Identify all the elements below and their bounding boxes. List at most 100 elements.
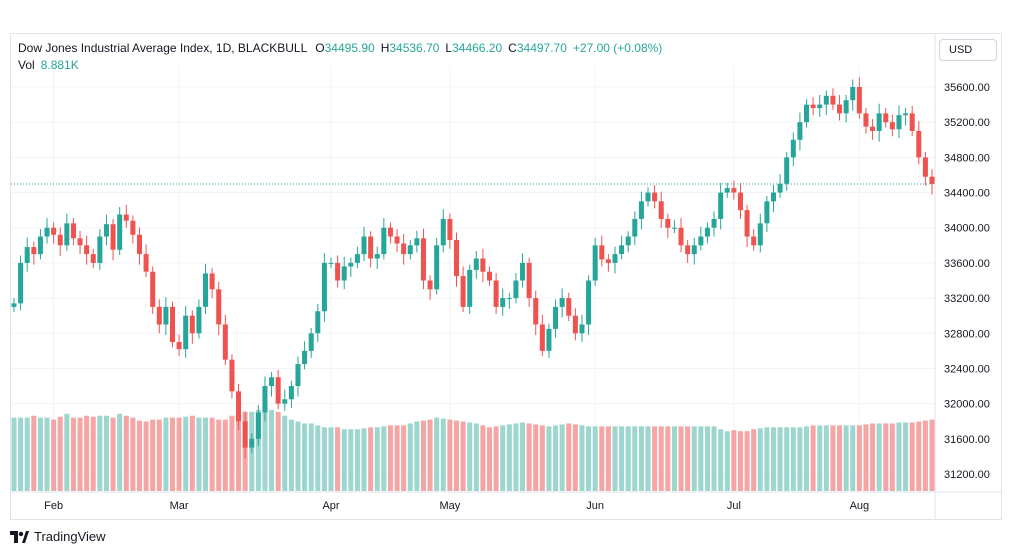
volume-bar	[658, 426, 664, 491]
candle-body	[467, 269, 473, 307]
low-number: 34466.20	[452, 41, 503, 55]
candle-body	[638, 201, 644, 219]
volume-bar	[176, 417, 182, 491]
candle-body	[460, 276, 466, 307]
low-value: L34466.20	[445, 41, 502, 55]
volume-bar	[222, 419, 228, 491]
x-tick-label: Jun	[586, 500, 604, 512]
candle-body	[566, 298, 572, 316]
volume-bar	[539, 425, 545, 491]
volume-bar	[394, 425, 400, 491]
candle-body	[830, 95, 836, 105]
volume-bar	[368, 427, 374, 491]
close-label: C	[508, 41, 517, 55]
chart-legend: Dow Jones Industrial Average Index, 1D, …	[18, 41, 662, 55]
candle-body	[837, 104, 843, 114]
volume-bar	[467, 422, 473, 491]
candle-body	[269, 377, 275, 387]
volume-bar	[295, 421, 301, 491]
candle-body	[440, 218, 446, 246]
candle-body	[262, 386, 268, 413]
volume-bar	[500, 425, 506, 491]
volume-bar	[685, 426, 691, 491]
volume-bar	[922, 420, 928, 491]
candle-body	[57, 234, 63, 246]
candle-body	[797, 122, 803, 140]
y-tick-label: 34400.00	[944, 188, 990, 200]
y-tick-label: 35200.00	[944, 117, 990, 129]
volume-bar	[110, 417, 116, 491]
volume-bar	[870, 423, 876, 491]
candle-body	[90, 254, 96, 263]
volume-bar	[671, 426, 677, 491]
tradingview-brand[interactable]: TradingView	[10, 529, 106, 544]
symbol-title[interactable]: Dow Jones Industrial Average Index, 1D, …	[18, 41, 308, 55]
volume-bar	[420, 420, 426, 491]
candle-body	[295, 364, 301, 387]
y-tick-label: 32800.00	[944, 328, 990, 340]
currency-button[interactable]: USD	[939, 39, 997, 61]
volume-bar	[70, 417, 76, 491]
volume-bar	[387, 425, 393, 491]
candle-body	[222, 324, 228, 360]
volume-bar	[209, 417, 215, 491]
volume-bar	[354, 429, 360, 491]
volume-bar	[724, 431, 730, 491]
candle-body	[229, 359, 235, 392]
candle-body	[150, 271, 156, 307]
volume-bar	[136, 420, 142, 491]
candle-body	[203, 273, 209, 307]
candle-body	[315, 311, 321, 334]
volume-bar	[229, 415, 235, 491]
candle-body	[751, 236, 757, 246]
candle-body	[196, 306, 202, 334]
volume-bar	[513, 423, 519, 491]
candle-body	[903, 113, 909, 116]
volume-bar	[315, 425, 321, 491]
volume-bar	[810, 425, 816, 491]
volume-bar	[308, 423, 314, 491]
candle-body	[77, 238, 83, 246]
volume-bar	[348, 429, 354, 491]
x-tick-label: Apr	[322, 500, 339, 512]
candle-body	[434, 245, 440, 290]
candle-body	[572, 315, 578, 334]
candle-body	[169, 306, 176, 343]
candle-body	[718, 192, 724, 219]
volume-bar	[203, 417, 209, 491]
y-tick-label: 34000.00	[944, 223, 990, 235]
candle-body	[249, 438, 255, 448]
ohlc-values: O34495.90 H34536.70 L34466.20 C34497.70 …	[315, 41, 662, 55]
volume-bar	[751, 429, 757, 491]
candle-body	[520, 262, 526, 281]
volume-bar	[652, 426, 658, 491]
candle-body	[737, 192, 743, 211]
candle-body	[136, 234, 142, 255]
candle-body	[447, 218, 453, 241]
volume-bar	[447, 419, 453, 491]
volume-bar	[916, 421, 922, 491]
volume-bar	[797, 427, 803, 491]
close-number: 34497.70	[516, 41, 567, 55]
x-tick-label: Aug	[850, 500, 870, 512]
candle-body	[44, 227, 50, 237]
volume-bar	[487, 427, 493, 491]
volume-bar	[823, 425, 829, 491]
candle-body	[64, 223, 70, 246]
brand-name: TradingView	[34, 529, 106, 544]
volume-label[interactable]: Vol	[18, 58, 35, 72]
volume-bar	[876, 423, 882, 491]
candle-body	[427, 280, 433, 290]
volume-bar	[18, 417, 24, 491]
volume-bar	[440, 418, 446, 491]
volume-bar	[150, 419, 156, 491]
volume-bar	[843, 425, 849, 491]
volume-bar	[632, 426, 638, 491]
volume-bar	[90, 416, 96, 491]
volume-bar	[804, 426, 810, 491]
volume-bar	[506, 424, 512, 491]
candle-body	[255, 412, 261, 439]
candle-body	[579, 324, 585, 334]
candle-body	[896, 115, 902, 130]
